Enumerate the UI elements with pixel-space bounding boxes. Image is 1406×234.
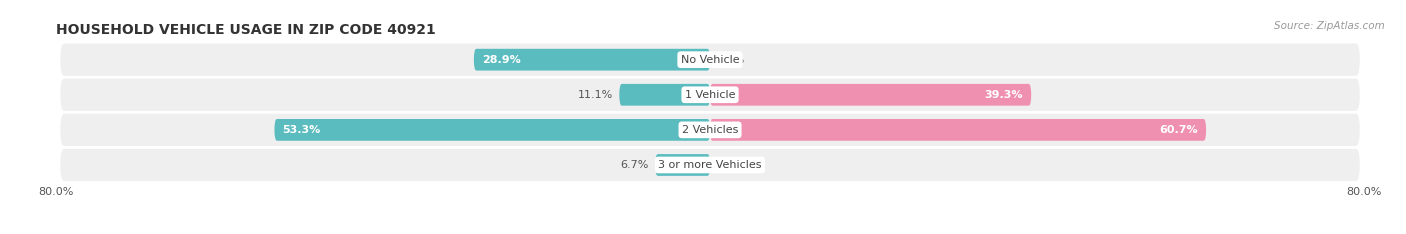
FancyBboxPatch shape xyxy=(60,114,1360,146)
FancyBboxPatch shape xyxy=(655,154,710,176)
Text: 11.1%: 11.1% xyxy=(578,90,613,100)
Text: 1 Vehicle: 1 Vehicle xyxy=(685,90,735,100)
FancyBboxPatch shape xyxy=(274,119,710,141)
Text: 0.0%: 0.0% xyxy=(717,55,745,65)
Text: 0.0%: 0.0% xyxy=(717,160,745,170)
Text: 60.7%: 60.7% xyxy=(1160,125,1198,135)
FancyBboxPatch shape xyxy=(710,84,1031,106)
Text: 28.9%: 28.9% xyxy=(482,55,520,65)
Text: 2 Vehicles: 2 Vehicles xyxy=(682,125,738,135)
FancyBboxPatch shape xyxy=(619,84,710,106)
FancyBboxPatch shape xyxy=(60,44,1360,76)
Text: 3 or more Vehicles: 3 or more Vehicles xyxy=(658,160,762,170)
Text: No Vehicle: No Vehicle xyxy=(681,55,740,65)
FancyBboxPatch shape xyxy=(710,119,1206,141)
FancyBboxPatch shape xyxy=(474,49,710,70)
Text: 39.3%: 39.3% xyxy=(984,90,1024,100)
Text: 6.7%: 6.7% xyxy=(620,160,648,170)
FancyBboxPatch shape xyxy=(60,149,1360,181)
Text: 53.3%: 53.3% xyxy=(283,125,321,135)
Text: HOUSEHOLD VEHICLE USAGE IN ZIP CODE 40921: HOUSEHOLD VEHICLE USAGE IN ZIP CODE 4092… xyxy=(56,23,436,37)
Text: Source: ZipAtlas.com: Source: ZipAtlas.com xyxy=(1274,21,1385,31)
FancyBboxPatch shape xyxy=(60,79,1360,111)
